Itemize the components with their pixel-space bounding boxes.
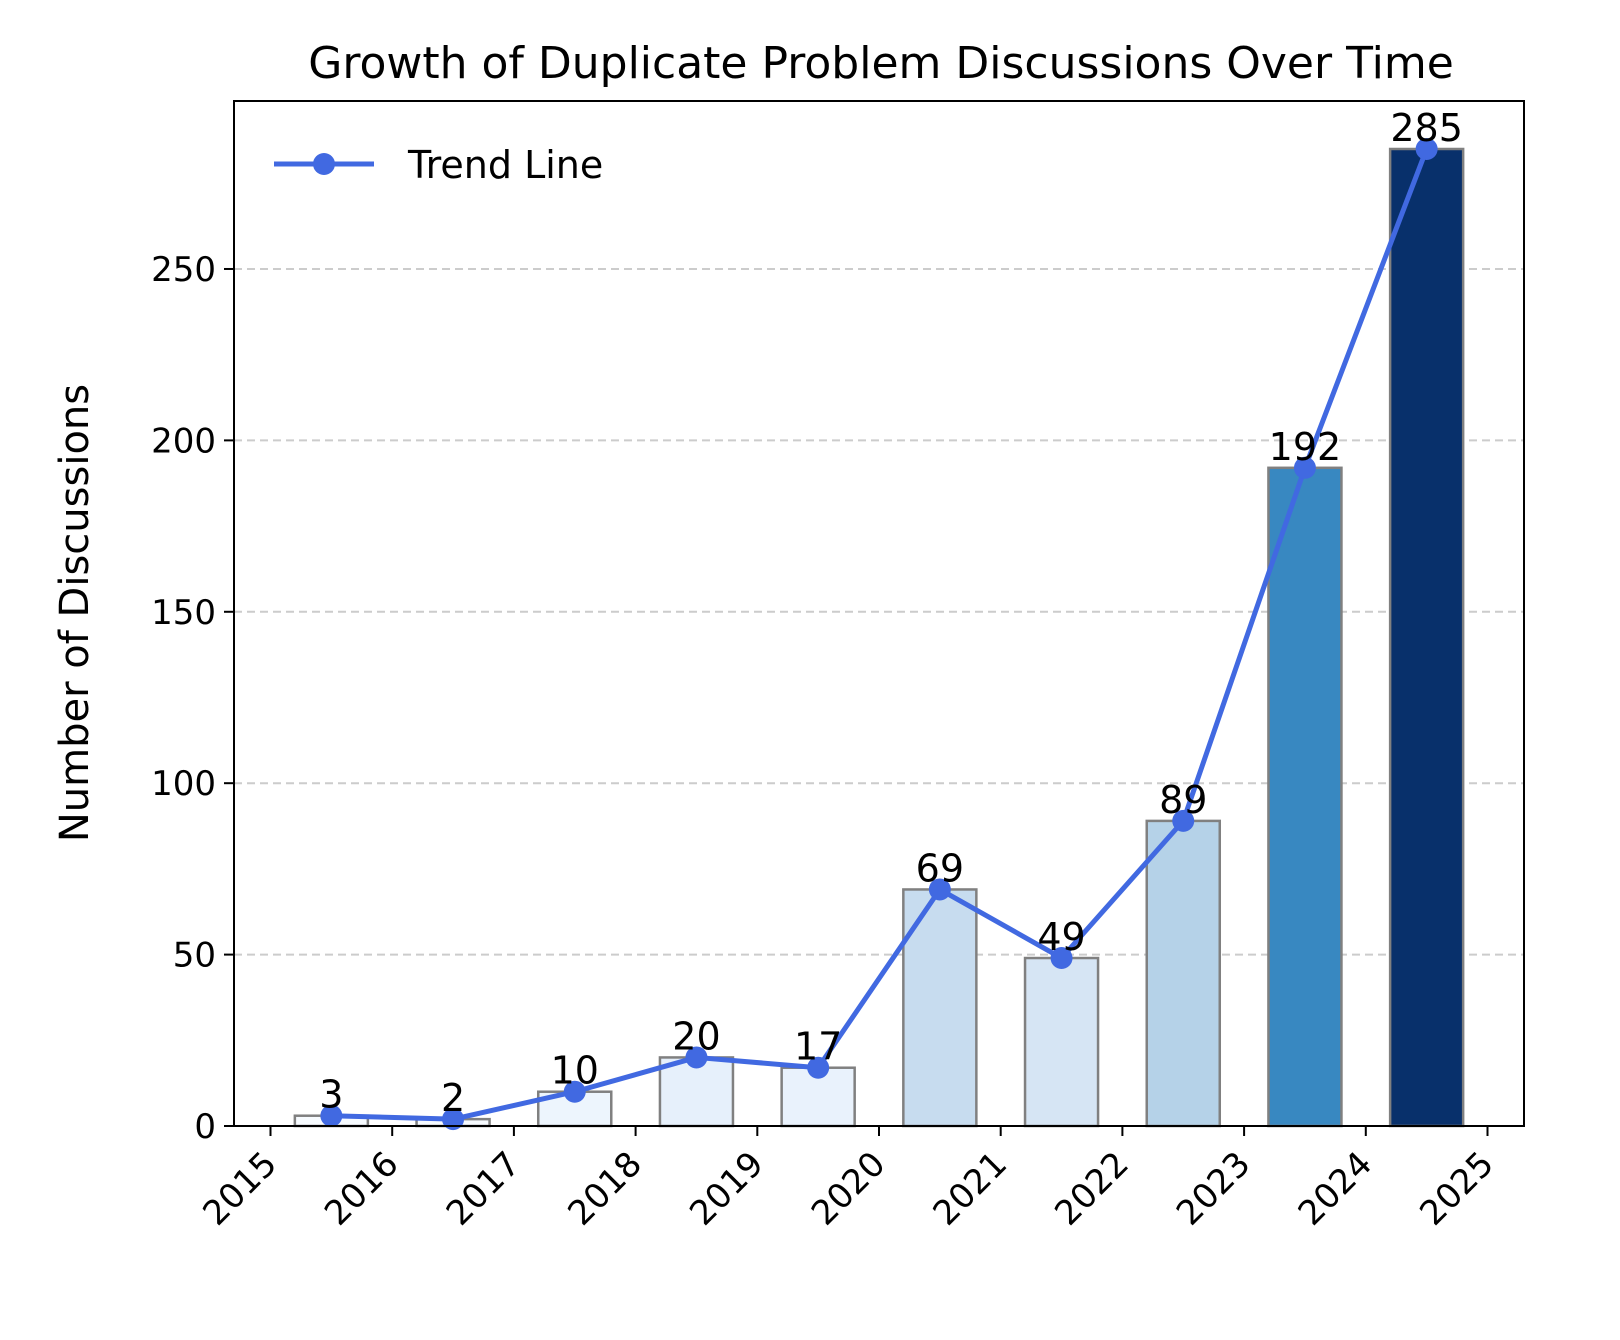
trend-line-point — [685, 1046, 708, 1069]
y-tick-label: 0 — [194, 1107, 216, 1147]
bar-value-label: 69 — [916, 846, 964, 890]
bar — [1267, 466, 1343, 1128]
y-tick-label: 200 — [151, 421, 216, 461]
bar-value-label: 10 — [551, 1049, 599, 1093]
trend-line-point — [807, 1056, 830, 1079]
bars — [293, 147, 1465, 1128]
trend-line-point — [320, 1104, 343, 1127]
chart-title: Growth of Duplicate Problem Discussions … — [308, 38, 1454, 89]
trend-line-point — [563, 1080, 586, 1103]
bar-value-label: 17 — [794, 1025, 842, 1069]
trend-line-path — [331, 148, 1429, 1122]
grid-lines — [234, 267, 1524, 956]
bar — [1145, 819, 1222, 1128]
trend-line-point — [1172, 809, 1195, 832]
legend-entry-trend-line: Trend Line — [407, 143, 603, 187]
trend-line-point — [1293, 456, 1316, 479]
bar-value-label: 89 — [1159, 778, 1207, 822]
y-axis-ticks: 0 50 100 150 200 250 — [151, 250, 234, 1147]
trend-line-point — [442, 1108, 465, 1131]
bar-value-labels: 3 2 10 20 17 69 49 89 192 285 — [319, 106, 1463, 1120]
bar-value-label: 192 — [1269, 425, 1342, 469]
y-axis-label: Number of Discussions — [52, 384, 98, 842]
trend-line-point — [1050, 947, 1073, 970]
trend-line-point — [928, 878, 951, 901]
bar-value-label: 2 — [441, 1076, 465, 1120]
trend-line-series — [320, 137, 1438, 1131]
legend-marker-swatch — [313, 153, 335, 175]
bar-value-label: 49 — [1037, 915, 1085, 959]
bar-value-label: 20 — [672, 1014, 720, 1058]
trend-line-point — [1415, 137, 1438, 160]
bar — [1023, 956, 1100, 1128]
legend: Trend Line — [274, 143, 603, 187]
y-tick-label: 100 — [151, 764, 216, 804]
y-tick-label: 150 — [151, 593, 216, 633]
bar-value-label: 285 — [1390, 106, 1463, 150]
y-tick-label: 50 — [173, 936, 216, 976]
bar — [1388, 147, 1465, 1128]
bar — [658, 1056, 735, 1128]
bar-value-label: 3 — [319, 1073, 343, 1117]
y-tick-label: 250 — [151, 250, 216, 290]
